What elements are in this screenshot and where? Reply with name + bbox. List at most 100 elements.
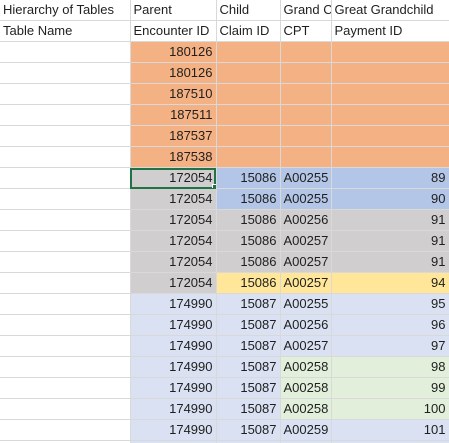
claim-id-cell[interactable]: [216, 83, 281, 106]
claim-id-cell[interactable]: [216, 41, 281, 64]
header-great-grandchild[interactable]: Great Grandchild: [331, 0, 449, 22]
table-name-cell[interactable]: [0, 167, 131, 190]
cpt-cell[interactable]: A00256: [280, 209, 332, 232]
encounter-id-cell[interactable]: 174990: [130, 335, 217, 358]
table-name-cell[interactable]: [0, 440, 131, 443]
claim-id-cell[interactable]: 15087: [216, 419, 281, 442]
cpt-cell[interactable]: A00257: [280, 335, 332, 358]
encounter-id-cell[interactable]: 172054: [130, 272, 217, 295]
encounter-id-cell[interactable]: 172054: [130, 188, 217, 211]
encounter-id-cell[interactable]: 174990: [130, 293, 217, 316]
cpt-cell[interactable]: A00258: [280, 398, 332, 421]
table-name-cell[interactable]: [0, 104, 131, 127]
claim-id-cell[interactable]: 15087: [216, 293, 281, 316]
fill-handle[interactable]: [211, 184, 215, 188]
table-name-cell[interactable]: [0, 41, 131, 64]
claim-id-cell[interactable]: 15086: [216, 272, 281, 295]
table-name-cell[interactable]: [0, 209, 131, 232]
encounter-id-cell[interactable]: 172054: [130, 209, 217, 232]
payment-id-cell[interactable]: [331, 146, 449, 169]
payment-id-cell[interactable]: 95: [331, 293, 449, 316]
claim-id-cell[interactable]: 15086: [216, 230, 281, 253]
encounter-id-cell[interactable]: 172054: [130, 251, 217, 274]
cpt-cell[interactable]: [280, 62, 332, 85]
cpt-cell[interactable]: [280, 41, 332, 64]
payment-id-cell[interactable]: [331, 125, 449, 148]
encounter-id-cell[interactable]: 174990: [130, 314, 217, 337]
claim-id-cell[interactable]: 15086: [216, 188, 281, 211]
encounter-id-cell[interactable]: 174990: [130, 356, 217, 379]
claim-id-cell[interactable]: 15086: [216, 167, 281, 190]
encounter-id-cell[interactable]: 174990: [130, 398, 217, 421]
table-name-cell[interactable]: [0, 377, 131, 400]
header-parent[interactable]: Parent: [130, 0, 217, 22]
claim-id-cell[interactable]: [216, 146, 281, 169]
cpt-cell[interactable]: [280, 146, 332, 169]
encounter-id-cell[interactable]: 180126: [130, 41, 217, 64]
encounter-id-cell[interactable]: 172054: [130, 230, 217, 253]
encounter-id-cell[interactable]: 187537: [130, 125, 217, 148]
payment-id-cell[interactable]: 89: [331, 167, 449, 190]
claim-id-cell[interactable]: 15087: [216, 314, 281, 337]
table-name-cell[interactable]: [0, 125, 131, 148]
table-name-cell[interactable]: [0, 335, 131, 358]
cpt-cell[interactable]: A00260: [280, 440, 332, 443]
claim-id-cell[interactable]: 15087: [216, 377, 281, 400]
table-name-cell[interactable]: [0, 398, 131, 421]
header-grandchild[interactable]: Grand C: [280, 0, 332, 22]
encounter-id-cell[interactable]: 187538: [130, 146, 217, 169]
payment-id-cell[interactable]: 100: [331, 398, 449, 421]
payment-id-cell[interactable]: 91: [331, 209, 449, 232]
cpt-cell[interactable]: A00258: [280, 356, 332, 379]
table-name-cell[interactable]: [0, 272, 131, 295]
payment-id-cell[interactable]: [331, 104, 449, 127]
table-name-cell[interactable]: [0, 314, 131, 337]
cpt-cell[interactable]: A00255: [280, 188, 332, 211]
cpt-cell[interactable]: A00257: [280, 251, 332, 274]
cpt-cell[interactable]: [280, 83, 332, 106]
cpt-cell[interactable]: A00258: [280, 377, 332, 400]
table-name-cell[interactable]: [0, 419, 131, 442]
table-name-cell[interactable]: [0, 83, 131, 106]
table-name-cell[interactable]: [0, 146, 131, 169]
encounter-id-cell[interactable]: 174990: [130, 419, 217, 442]
cpt-cell[interactable]: A00259: [280, 419, 332, 442]
table-name-cell[interactable]: [0, 188, 131, 211]
claim-id-cell[interactable]: [216, 62, 281, 85]
claim-id-cell[interactable]: 15087: [216, 356, 281, 379]
cpt-cell[interactable]: [280, 125, 332, 148]
cpt-cell[interactable]: A00257: [280, 272, 332, 295]
payment-id-cell[interactable]: 96: [331, 314, 449, 337]
payment-id-cell[interactable]: 101: [331, 419, 449, 442]
claim-id-cell[interactable]: [216, 104, 281, 127]
cpt-cell[interactable]: A00255: [280, 293, 332, 316]
encounter-id-cell[interactable]: 174990: [130, 440, 217, 443]
table-name-cell[interactable]: [0, 356, 131, 379]
encounter-id-cell[interactable]: 174990: [130, 377, 217, 400]
header-claim-id[interactable]: Claim ID: [216, 20, 281, 43]
payment-id-cell[interactable]: [331, 41, 449, 64]
claim-id-cell[interactable]: 15087: [216, 398, 281, 421]
table-name-cell[interactable]: [0, 293, 131, 316]
payment-id-cell[interactable]: [331, 62, 449, 85]
header-table-name[interactable]: Table Name: [0, 20, 131, 43]
payment-id-cell[interactable]: 91: [331, 230, 449, 253]
payment-id-cell[interactable]: 91: [331, 251, 449, 274]
payment-id-cell[interactable]: 97: [331, 335, 449, 358]
claim-id-cell[interactable]: [216, 125, 281, 148]
selected-cell[interactable]: 172054: [130, 167, 217, 190]
payment-id-cell[interactable]: 99: [331, 377, 449, 400]
table-name-cell[interactable]: [0, 62, 131, 85]
table-name-cell[interactable]: [0, 251, 131, 274]
encounter-id-cell[interactable]: 180126: [130, 62, 217, 85]
claim-id-cell[interactable]: 15086: [216, 251, 281, 274]
payment-id-cell[interactable]: 90: [331, 188, 449, 211]
table-name-cell[interactable]: [0, 230, 131, 253]
header-child[interactable]: Child: [216, 0, 281, 22]
cpt-cell[interactable]: A00256: [280, 314, 332, 337]
cpt-cell[interactable]: [280, 104, 332, 127]
encounter-id-cell[interactable]: 187511: [130, 104, 217, 127]
header-payment-id[interactable]: Payment ID: [331, 20, 449, 43]
header-encounter-id[interactable]: Encounter ID: [130, 20, 217, 43]
payment-id-cell[interactable]: 98: [331, 356, 449, 379]
